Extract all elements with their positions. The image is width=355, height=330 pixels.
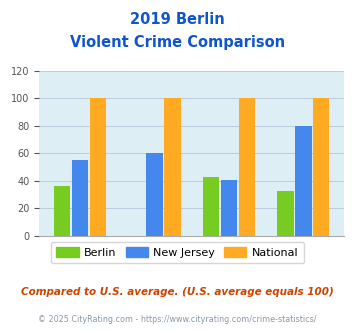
Bar [72, 160, 88, 236]
Bar [164, 98, 181, 236]
Legend: Berlin, New Jersey, National: Berlin, New Jersey, National [51, 242, 304, 263]
Bar [277, 191, 294, 236]
Text: 2019 Berlin: 2019 Berlin [130, 12, 225, 26]
Bar [203, 177, 219, 236]
Text: © 2025 CityRating.com - https://www.cityrating.com/crime-statistics/: © 2025 CityRating.com - https://www.city… [38, 315, 317, 324]
Text: Violent Crime Comparison: Violent Crime Comparison [70, 35, 285, 50]
Bar [90, 98, 106, 236]
Bar [239, 98, 255, 236]
Bar [295, 126, 312, 236]
Bar [221, 180, 237, 236]
Text: Compared to U.S. average. (U.S. average equals 100): Compared to U.S. average. (U.S. average … [21, 287, 334, 297]
Bar [313, 98, 329, 236]
Bar [146, 153, 163, 236]
Bar [54, 186, 70, 236]
